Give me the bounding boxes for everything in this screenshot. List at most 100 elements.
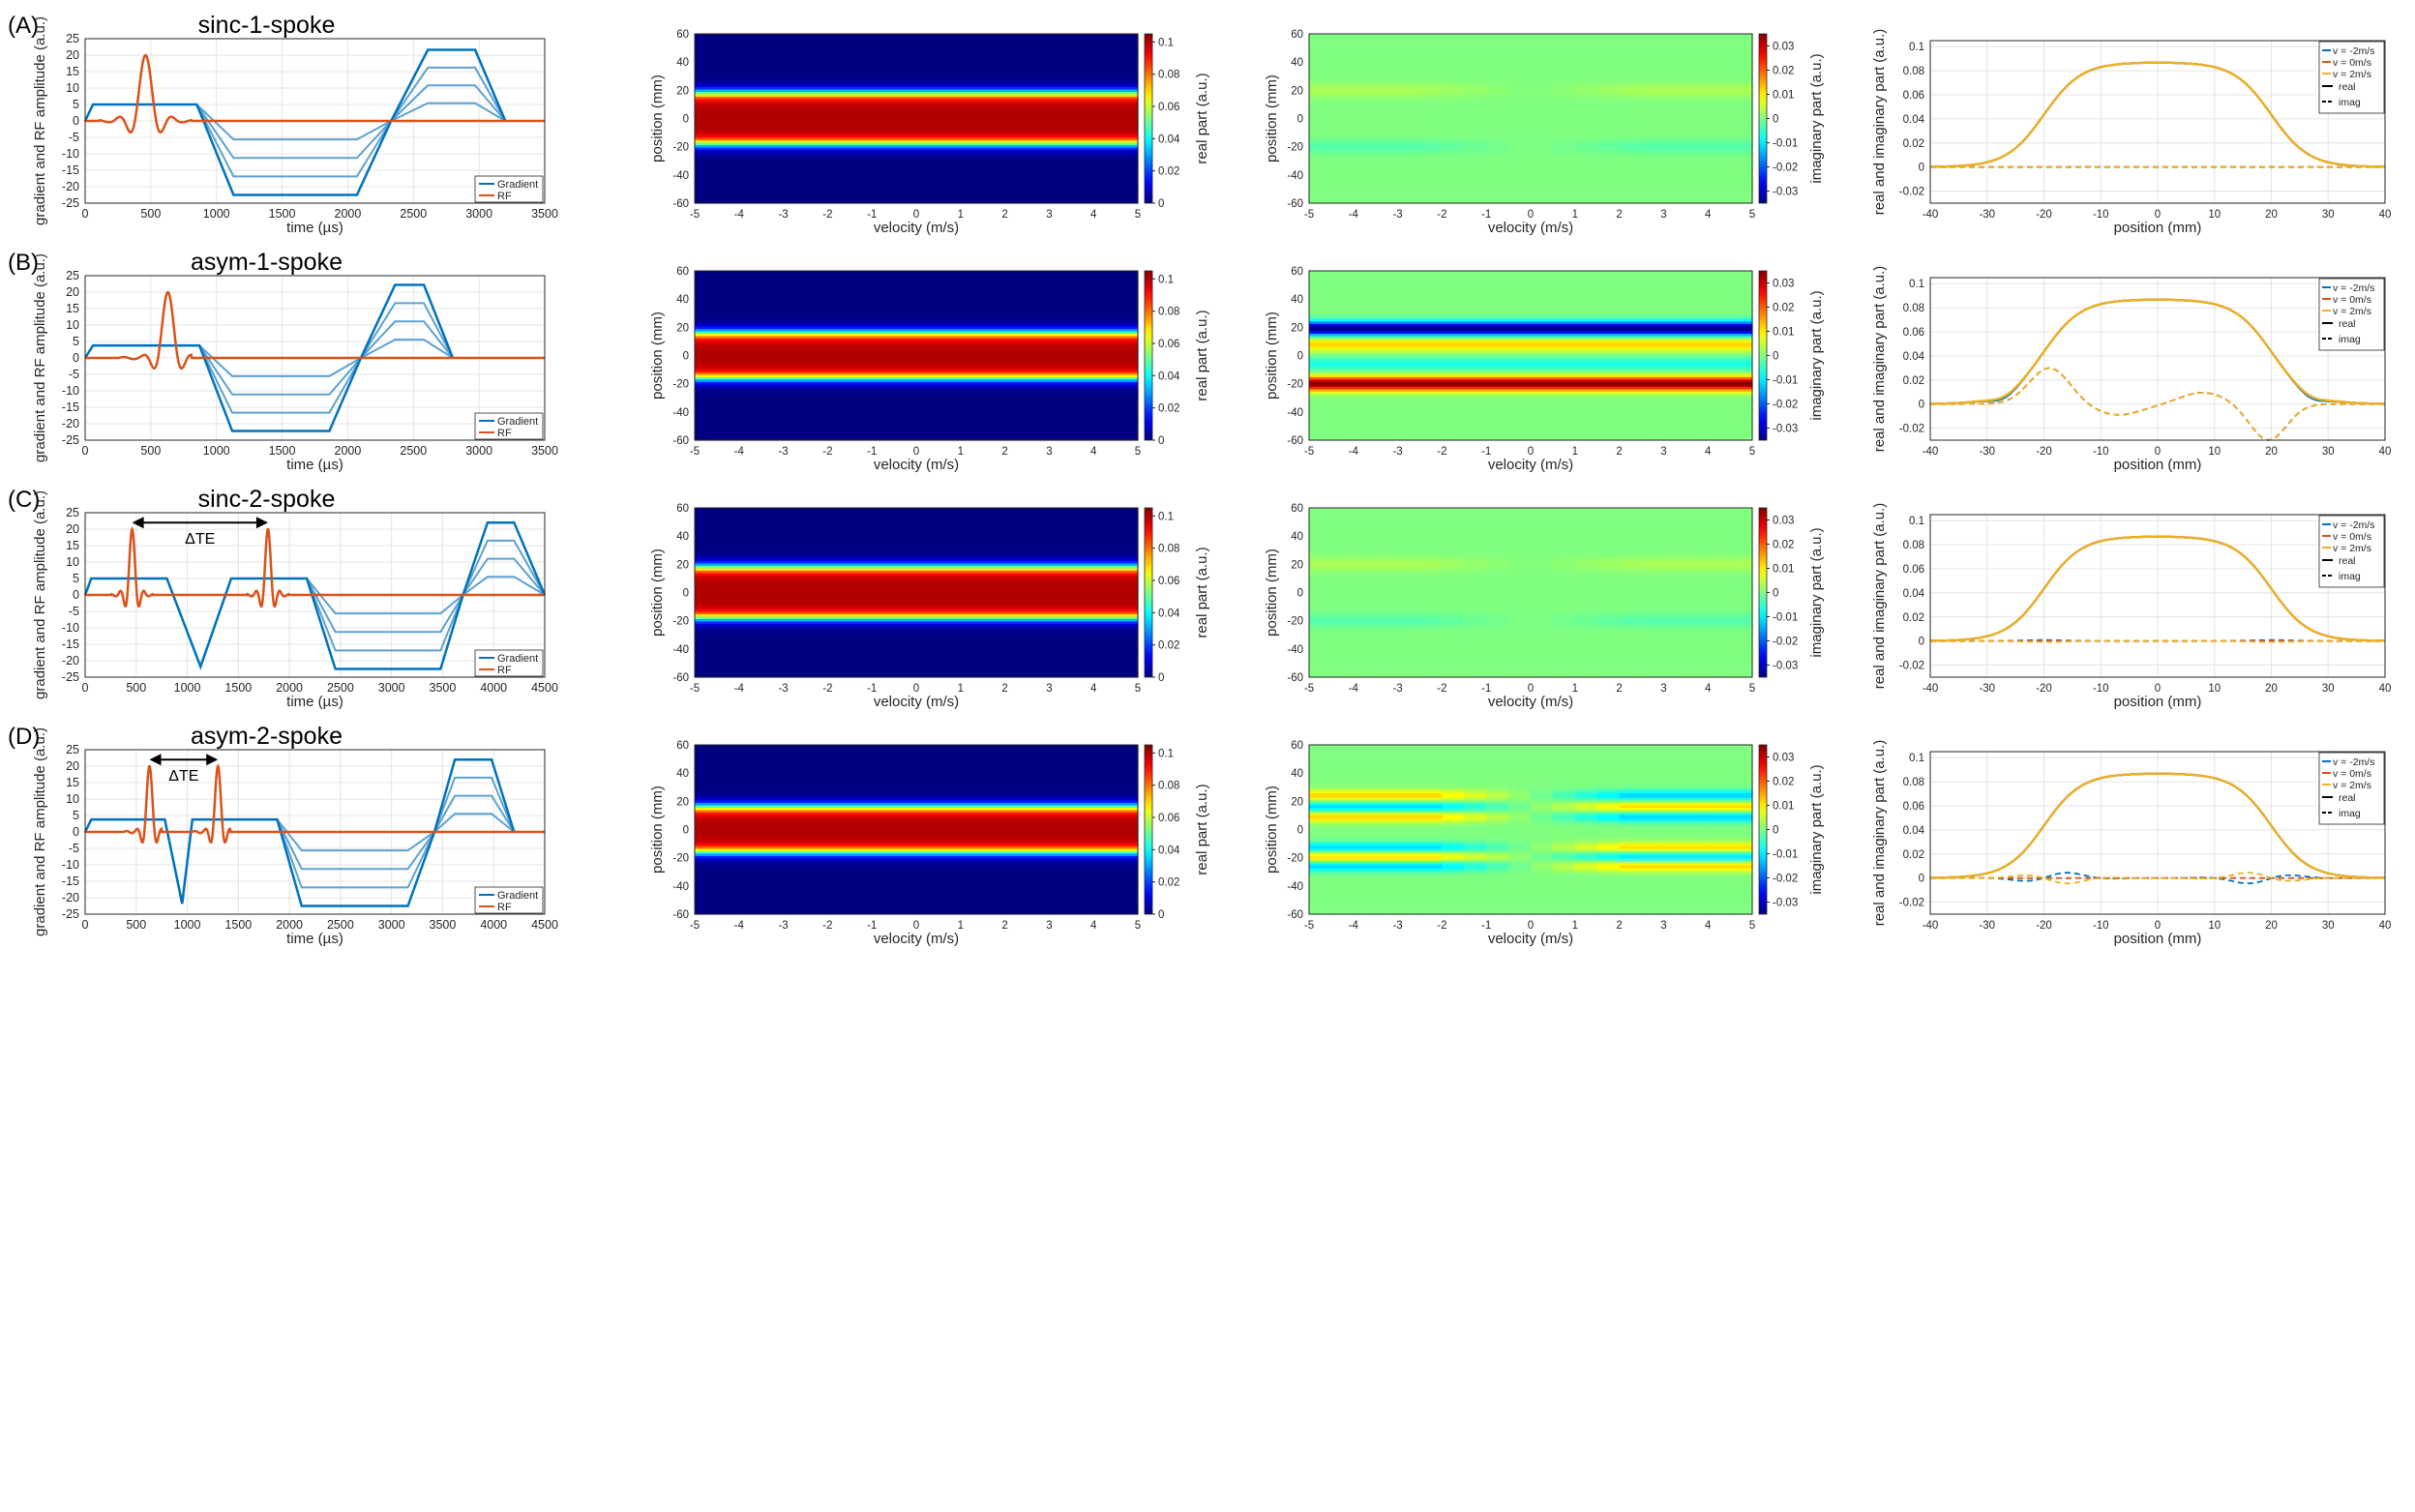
x-tick-label: 20 (2265, 683, 2278, 695)
heatmap-cell (695, 529, 1139, 533)
heatmap-cell (1397, 198, 1421, 202)
heatmap-cell (1531, 669, 1554, 673)
heatmap-cell (1330, 597, 1355, 601)
heatmap-cell (695, 368, 1139, 371)
heatmap-cell (1309, 155, 1332, 159)
heatmap-cell (1419, 152, 1443, 156)
heatmap-cell (1708, 34, 1731, 38)
heatmap-cell (1508, 607, 1532, 610)
heatmap-cell (1397, 631, 1421, 635)
heatmap-cell (1641, 566, 1664, 570)
heatmap-cell (1641, 41, 1664, 44)
heatmap-cell (1619, 140, 1643, 144)
heatmap-cell (1464, 39, 1487, 43)
heatmap-cell (1641, 53, 1664, 57)
heatmap-cell (1531, 174, 1554, 178)
heatmap-cell (1641, 48, 1664, 52)
heatmap-cell (1596, 761, 1621, 765)
heatmap-cell (1442, 36, 1465, 40)
x-tick-label: 0 (1528, 209, 1534, 221)
heatmap-cell (695, 798, 1139, 802)
x-axis-label: position (mm) (2114, 694, 2202, 710)
heatmap-cell (1531, 650, 1554, 654)
heatmap-cell (1574, 631, 1598, 635)
heatmap-cell (1353, 48, 1377, 52)
x-axis-label: time (µs) (286, 694, 343, 710)
heatmap-cell (1375, 769, 1399, 773)
heatmap-cell (1309, 157, 1332, 161)
heatmap-cell (1531, 121, 1554, 125)
heatmap-cell (1397, 145, 1421, 149)
heatmap-cell (1685, 805, 1709, 809)
heatmap-cell (1663, 871, 1686, 875)
heatmap-cell (1330, 877, 1355, 881)
heatmap-cell (1596, 605, 1621, 608)
heatmap-cell (1309, 866, 1332, 870)
x-tick-label: 0 (2155, 446, 2161, 458)
x-axis-label: velocity (m/s) (1488, 457, 1573, 473)
heatmap-cell (1486, 73, 1509, 76)
heatmap-cell (1685, 568, 1709, 572)
heatmap-cell (1397, 548, 1421, 552)
heatmap-cell (695, 118, 1139, 122)
heatmap-cell (1330, 99, 1355, 103)
heatmap-cell (1619, 798, 1643, 802)
heatmap-cell (1330, 805, 1355, 809)
heatmap-cell (1619, 779, 1643, 783)
heatmap-cell (1663, 832, 1686, 836)
heatmap-cell (1619, 868, 1643, 872)
heatmap-cell (695, 834, 1139, 838)
heatmap-cell (1419, 873, 1443, 876)
x-tick-label: 4 (1090, 683, 1097, 695)
heatmap-cell (695, 297, 1139, 301)
heatmap-cell (695, 336, 1139, 340)
heatmap-cell (1486, 118, 1509, 122)
heatmap-cell (1730, 548, 1753, 552)
heatmap-cell (1596, 873, 1621, 876)
heatmap-cell (1419, 513, 1443, 517)
heatmap-cell (1508, 539, 1532, 543)
heatmap-cell (1596, 179, 1621, 183)
heatmap-cell (1330, 186, 1355, 190)
heatmap-cell (1685, 815, 1709, 818)
heatmap-cell (1619, 566, 1643, 570)
heatmap-cell (1464, 135, 1487, 139)
heatmap-cell (1397, 41, 1421, 44)
heatmap-cell (1552, 607, 1576, 610)
heatmap-cell (695, 571, 1139, 575)
heatmap-cell (1619, 162, 1643, 165)
heatmap-cell (1596, 645, 1621, 649)
colorbar-tick-label: 0.04 (1158, 845, 1180, 856)
heatmap-cell (1641, 747, 1664, 751)
heatmap-cell (1708, 759, 1731, 763)
heatmap-cell (695, 759, 1139, 763)
heatmap-cell (1596, 133, 1621, 136)
heatmap-cell (1508, 65, 1532, 69)
heatmap-cell (1375, 597, 1399, 601)
panel-label: (D) (8, 724, 40, 750)
heatmap-cell (1330, 795, 1355, 799)
heatmap-cell (1708, 155, 1731, 159)
heatmap-cell (1619, 118, 1643, 122)
heatmap-cell (1309, 640, 1332, 644)
heatmap-cell (1508, 875, 1532, 879)
heatmap-cell (1619, 660, 1643, 664)
heatmap-cell (695, 428, 1139, 431)
heatmap-cell (1508, 776, 1532, 780)
heatmap-cell (1442, 532, 1465, 536)
heatmap-cell (1397, 77, 1421, 81)
y-tick-label: 0 (683, 825, 689, 837)
heatmap-cell (1574, 97, 1598, 101)
heatmap-cell (1309, 868, 1332, 872)
heatmap-cell (1552, 133, 1576, 136)
heatmap-cell (1663, 616, 1686, 620)
heatmap-cell (1464, 658, 1487, 662)
heatmap-cell (1574, 510, 1598, 514)
heatmap-cell (1531, 510, 1554, 514)
x-tick-label: -4 (1349, 683, 1359, 695)
heatmap-cell (1730, 539, 1753, 543)
heatmap-cell (1442, 842, 1465, 845)
heatmap-cell (1353, 600, 1377, 604)
heatmap-cell (1730, 198, 1753, 202)
heatmap-cell (695, 74, 1139, 78)
